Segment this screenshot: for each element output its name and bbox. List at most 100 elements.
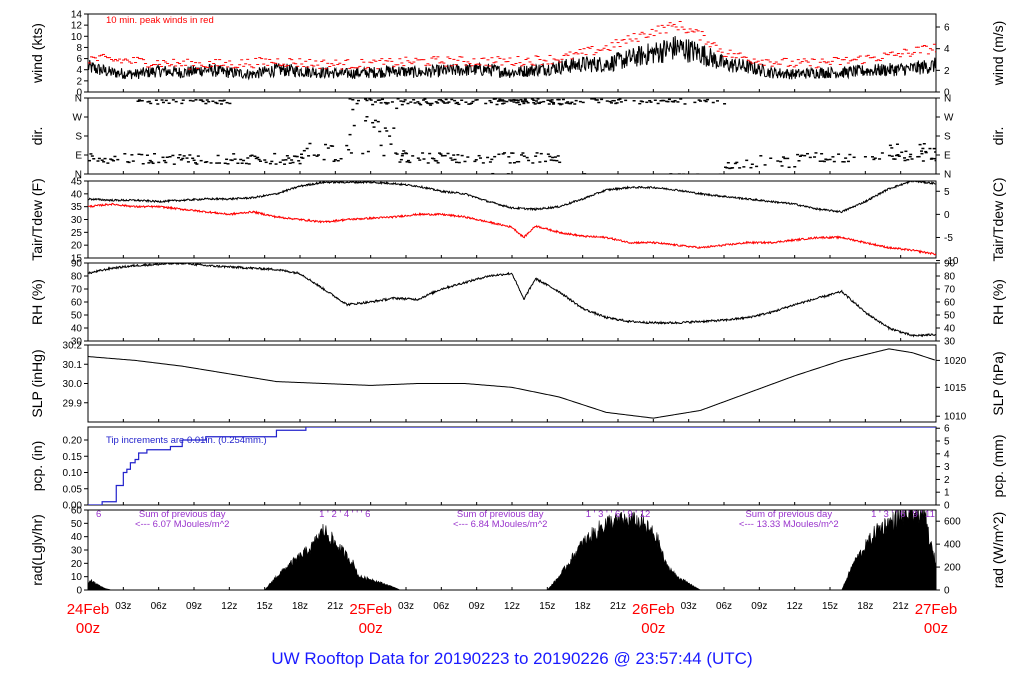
dir-obs	[382, 154, 386, 157]
dir-obs	[300, 153, 303, 156]
dir-obs	[446, 152, 450, 155]
dir-obs	[209, 162, 213, 164]
dir-obs	[848, 153, 852, 156]
dir-obs	[421, 152, 425, 154]
dir-obs	[763, 164, 767, 166]
dir-obs	[288, 162, 292, 164]
dir-obs	[348, 133, 352, 136]
wind-ytick-label: 4	[76, 65, 82, 76]
temp-frame	[87, 180, 937, 259]
dir-obs	[831, 156, 835, 158]
pcp-ylabel-right: pcp. (mm)	[990, 435, 1006, 498]
time-tick-label: 06z	[716, 601, 732, 612]
dir-obs	[97, 157, 101, 160]
dir-obs	[225, 101, 229, 104]
dir-obs	[355, 102, 359, 105]
time-tick-label: 03z	[681, 601, 697, 612]
dir-obs	[556, 155, 560, 157]
pcp-ytick-label: 0.00	[63, 501, 83, 512]
dir-obs	[893, 158, 897, 160]
dir-obs	[395, 107, 399, 110]
dir-obs	[149, 102, 153, 105]
dir-obs	[246, 157, 250, 159]
dir-obs	[432, 158, 436, 160]
dir-obs	[502, 100, 506, 102]
dir-obs	[501, 153, 505, 155]
dir-obs	[297, 160, 301, 162]
dir-obs	[439, 153, 443, 155]
rad-annotation: Sum of previous day	[457, 509, 544, 520]
dir-obs	[825, 159, 829, 161]
time-tick-label: 21z	[893, 601, 909, 612]
dir-obs	[351, 99, 355, 101]
dir-obs	[710, 173, 714, 174]
dir-ytick-label: N	[75, 94, 82, 105]
dir-obs-group	[136, 99, 232, 105]
dir-obs	[641, 100, 645, 103]
dir-obs	[536, 98, 540, 100]
dir-obs	[800, 154, 804, 157]
dir-obs	[450, 98, 454, 101]
dir-obs	[332, 160, 336, 163]
dir-obs	[711, 101, 715, 104]
dir-obs	[932, 147, 936, 150]
dir-obs	[516, 99, 520, 102]
dir-obs	[928, 147, 932, 150]
dir-obs	[895, 143, 899, 146]
dir-obs	[933, 157, 936, 160]
dir-obs	[347, 148, 351, 151]
pcp-ytick-label: 0.20	[63, 436, 83, 447]
rh-ytick-right-label: 40	[944, 324, 956, 335]
dir-obs	[509, 100, 513, 102]
dir-obs	[597, 101, 601, 104]
dir-obs	[113, 155, 117, 158]
slp-panel: 29.9 30.0 30.1 30.2 1010 1015 1020 SLP (inHg) SL…	[29, 341, 1006, 423]
dir-obs	[470, 102, 474, 105]
rh-panel: 30 40 50 60 70 80 90 30 40 50 60 70 80 90 RH (%) RH (%)	[29, 259, 1006, 348]
slp-ytick-right-label: 1020	[944, 356, 967, 367]
dir-obs	[560, 103, 564, 105]
dir-obs	[263, 159, 267, 161]
dir-obs	[662, 99, 666, 102]
dir-obs	[863, 155, 867, 158]
dir-obs	[116, 158, 120, 161]
dir-obs	[590, 98, 594, 100]
dir-obs	[921, 147, 925, 150]
dir-obs	[419, 103, 423, 106]
pcp-ytick-label: 0.05	[63, 484, 83, 495]
dir-obs	[934, 151, 936, 153]
dir-obs	[406, 102, 410, 105]
dir-obs	[910, 158, 914, 160]
temp-series-1	[88, 202, 936, 256]
dir-obs	[180, 102, 184, 105]
dir-obs	[215, 102, 219, 105]
dir-obs	[491, 172, 495, 174]
dir-obs	[846, 160, 850, 163]
dir-obs	[704, 100, 708, 103]
dir-obs	[395, 153, 399, 155]
dir-obs	[364, 120, 368, 122]
dir-obs	[147, 162, 151, 164]
dir-obs	[352, 124, 356, 127]
dir-obs	[457, 161, 461, 164]
dir-obs	[196, 155, 200, 157]
dir-obs	[648, 99, 652, 102]
dir-obs	[919, 150, 923, 152]
time-tick-label: 09z	[469, 601, 485, 612]
dir-obs	[88, 159, 91, 162]
rh-ylabel-right: RH (%)	[990, 279, 1006, 325]
dir-obs	[532, 101, 536, 104]
dir-obs	[428, 152, 432, 155]
dir-obs-group	[300, 142, 349, 163]
dir-obs	[522, 102, 526, 105]
dir-obs	[400, 154, 404, 157]
dir-obs	[508, 99, 512, 101]
dir-obs	[512, 101, 516, 103]
dir-obs	[440, 155, 444, 157]
day-hour-label: 00z	[359, 620, 383, 637]
dir-obs	[526, 102, 530, 104]
dir-obs	[570, 101, 574, 104]
dir-obs	[287, 157, 291, 159]
dir-obs	[677, 173, 681, 174]
